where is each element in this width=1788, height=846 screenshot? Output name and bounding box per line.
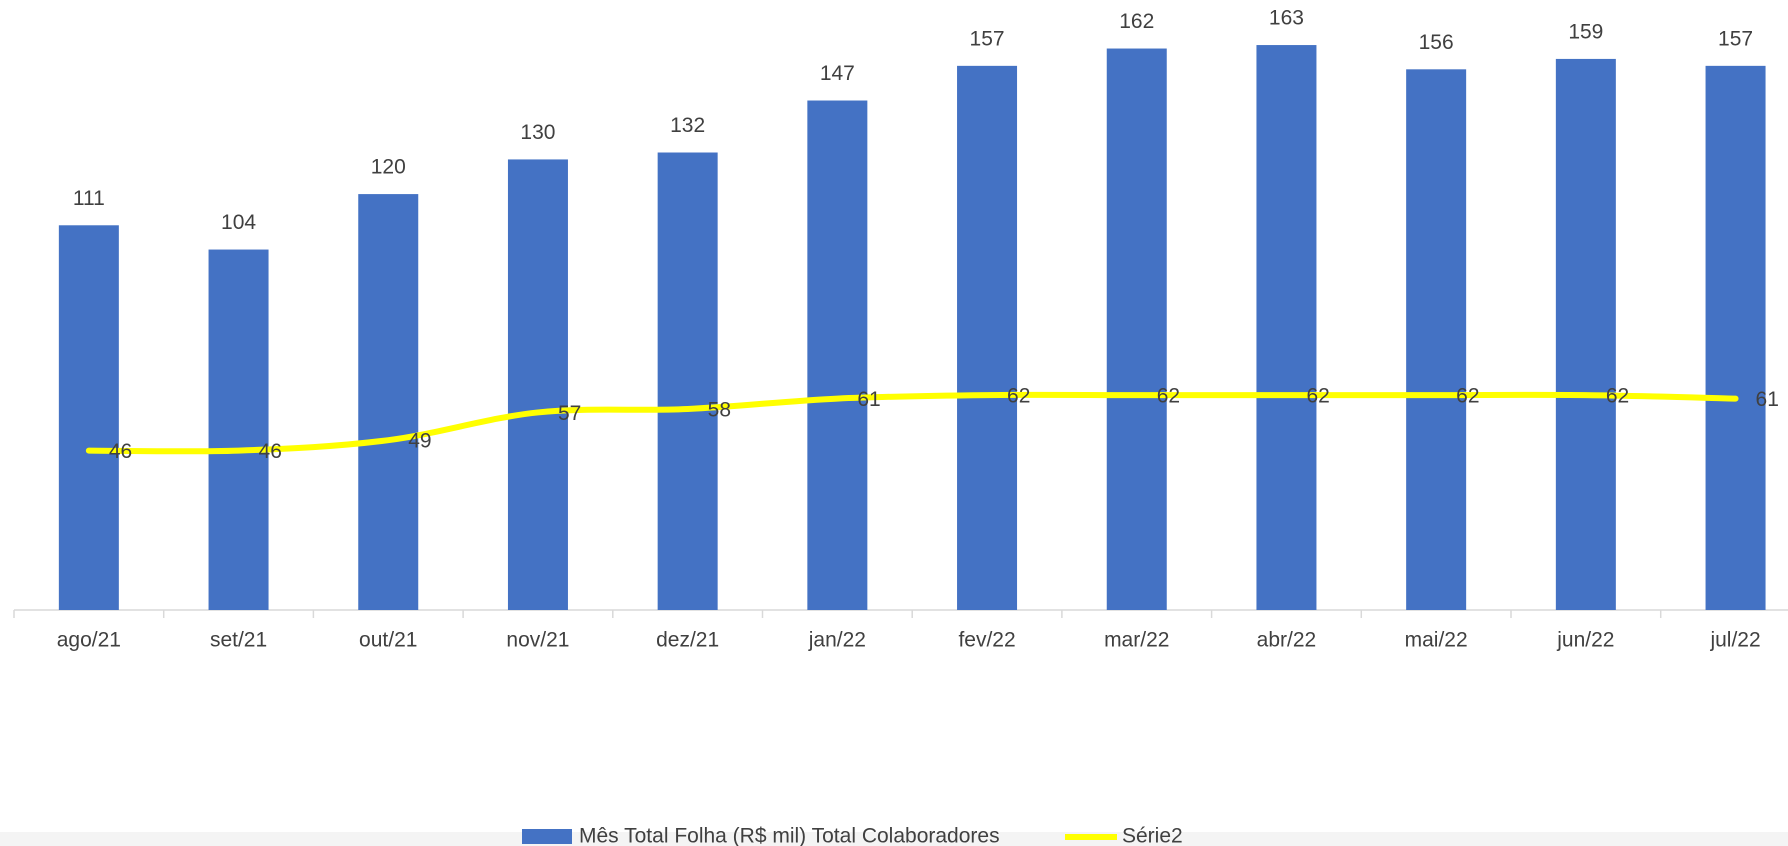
bar	[1256, 45, 1317, 610]
x-tick-label: abr/22	[1257, 629, 1317, 652]
bar	[58, 225, 119, 610]
line-value-label: 62	[1306, 385, 1329, 408]
x-tick-label: mai/22	[1405, 629, 1468, 652]
line-value-label: 46	[109, 440, 132, 463]
bar	[208, 249, 269, 610]
bar-value-label: 111	[73, 187, 105, 210]
x-tick-label: set/21	[210, 629, 267, 652]
bar	[1406, 69, 1467, 611]
legend-label: Mês Total Folha (R$ mil) Total Colaborad…	[579, 825, 1000, 846]
bar	[1106, 48, 1167, 611]
line-value-label: 62	[1157, 385, 1180, 408]
bottom-strip	[0, 832, 1788, 846]
bar-value-label: 147	[820, 62, 855, 85]
bar-value-label: 130	[520, 121, 555, 144]
bar	[807, 100, 868, 611]
line-value-label: 46	[259, 440, 282, 463]
bar-value-label: 132	[670, 114, 705, 137]
bar	[1705, 65, 1766, 610]
bar	[957, 65, 1018, 610]
x-tick-label: mar/22	[1104, 629, 1169, 652]
x-tick-label: fev/22	[958, 629, 1015, 652]
bar-value-label: 120	[371, 156, 406, 179]
line-value-label: 62	[1007, 385, 1030, 408]
bar-value-label: 104	[221, 211, 256, 234]
x-tick-label: jun/22	[1556, 629, 1614, 652]
bar-value-label: 156	[1419, 31, 1454, 54]
bar	[358, 194, 419, 610]
line-value-label: 58	[708, 399, 731, 422]
bar	[507, 159, 568, 610]
bar-value-label: 157	[970, 27, 1005, 50]
x-tick-label: jul/22	[1709, 629, 1760, 652]
bar-value-label: 157	[1718, 27, 1753, 50]
line	[85, 391, 1739, 455]
line-value-label: 57	[558, 402, 581, 425]
legend-swatch	[522, 829, 572, 844]
line-value-label: 61	[1756, 388, 1779, 411]
line-value-label: 62	[1456, 385, 1479, 408]
x-tick-label: nov/21	[506, 629, 569, 652]
x-tick-label: ago/21	[57, 629, 121, 652]
x-tick-label: dez/21	[656, 629, 719, 652]
line-value-label: 62	[1606, 385, 1629, 408]
bar	[657, 152, 718, 610]
legend-label: Série2	[1122, 825, 1183, 846]
x-tick-label: out/21	[359, 629, 417, 652]
bar-value-label: 163	[1269, 7, 1304, 30]
line-value-label: 61	[857, 388, 880, 411]
bar	[1555, 58, 1616, 610]
x-tick-label: jan/22	[808, 629, 866, 652]
line-value-label: 49	[408, 430, 431, 453]
bar-value-label: 159	[1568, 20, 1603, 43]
bar-value-label: 162	[1119, 10, 1154, 33]
